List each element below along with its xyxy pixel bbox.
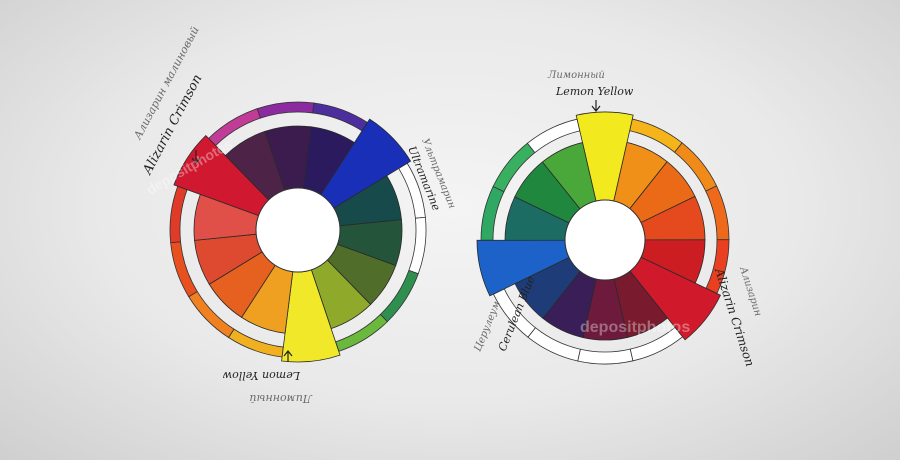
watermark-text: depositphotos bbox=[580, 319, 690, 336]
right-arrow-lemon bbox=[591, 100, 601, 112]
right-lemon-faint-label: Лимонный bbox=[547, 70, 605, 81]
left-arrow-lemon bbox=[283, 350, 293, 362]
right-lemon-label: Lemon Yellow bbox=[555, 85, 634, 98]
left-wheel-inner-segments bbox=[173, 118, 412, 363]
left-color-wheel bbox=[169, 101, 427, 363]
left-wheel-outer-segment bbox=[256, 101, 315, 119]
left-wheel-outer-segment bbox=[169, 185, 188, 244]
right-wheel-outer-segment bbox=[577, 348, 634, 365]
left-wheel-outer-segment bbox=[228, 328, 284, 358]
right-alizarin-faint-label: Ализарин bbox=[737, 265, 764, 318]
left-wheel-outer-segment bbox=[170, 241, 198, 298]
left-lemon-label: Lemon Yellow bbox=[222, 369, 301, 382]
left-lemon-faint-label: Лимонный bbox=[249, 392, 313, 405]
right-color-wheel bbox=[476, 111, 730, 365]
right-wheel-outer-segment bbox=[480, 185, 505, 241]
left-wheel-outer-ring bbox=[169, 101, 427, 359]
left-arrow-alizarin bbox=[191, 150, 201, 164]
left-wheel-outer-segment bbox=[408, 216, 427, 275]
right-wheel-center bbox=[564, 199, 646, 281]
left-wheel-center bbox=[255, 187, 341, 273]
left-wheel-outer-segment bbox=[312, 102, 368, 132]
right-wheel-outer-segment bbox=[705, 185, 730, 241]
